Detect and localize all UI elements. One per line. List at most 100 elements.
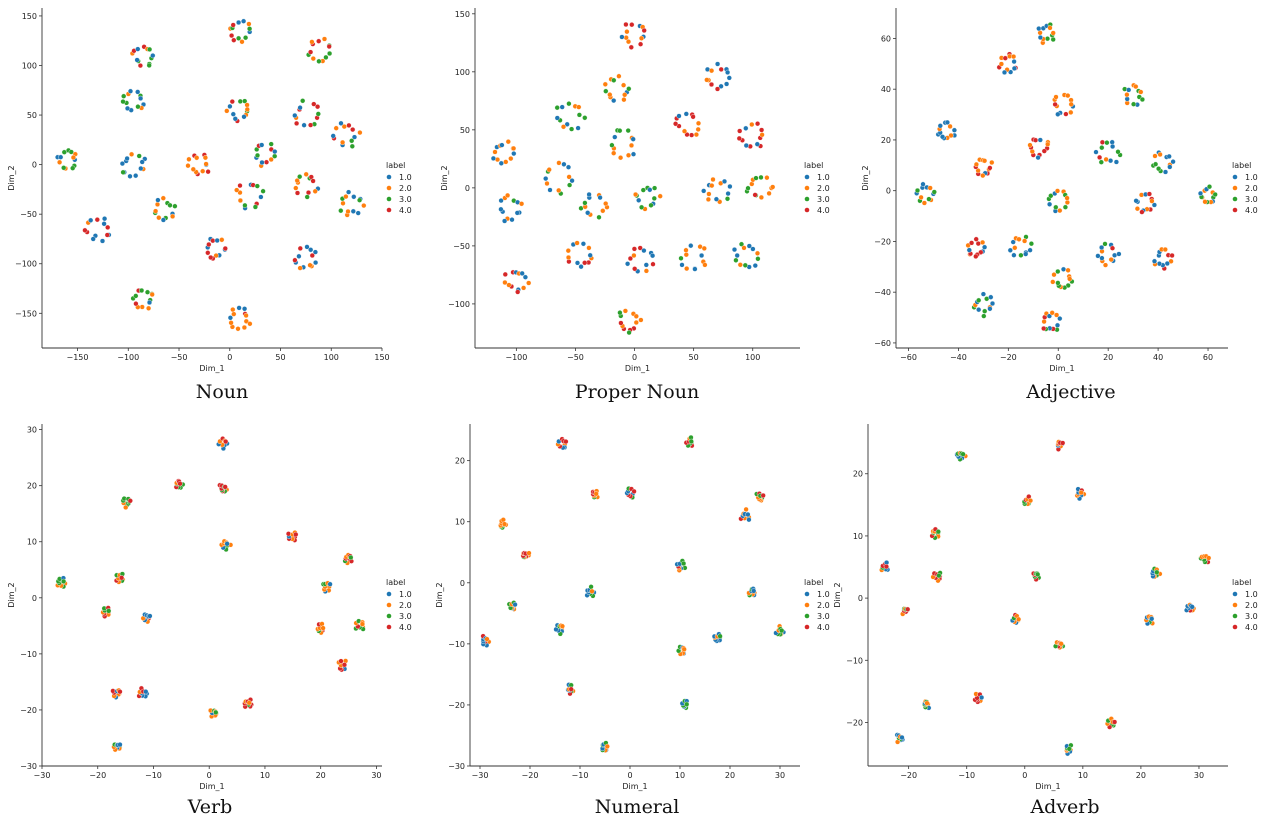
data-point bbox=[976, 307, 982, 313]
data-point bbox=[743, 142, 749, 149]
data-point bbox=[632, 266, 638, 272]
data-point bbox=[227, 103, 233, 110]
data-point bbox=[683, 111, 689, 117]
data-point bbox=[259, 142, 265, 148]
data-point bbox=[692, 266, 698, 272]
data-point bbox=[718, 83, 724, 89]
data-point bbox=[135, 46, 141, 52]
data-point bbox=[603, 88, 609, 94]
data-point bbox=[1068, 101, 1074, 107]
data-point bbox=[1139, 209, 1145, 215]
y-tick-label: −40 bbox=[874, 288, 891, 297]
data-point bbox=[1155, 166, 1162, 172]
data-point bbox=[717, 633, 723, 639]
data-point bbox=[239, 39, 245, 45]
data-point bbox=[585, 210, 591, 216]
data-point bbox=[563, 439, 569, 445]
data-point bbox=[206, 241, 212, 248]
data-point bbox=[603, 201, 609, 207]
x-tick-label: 30 bbox=[1194, 771, 1204, 780]
data-point bbox=[330, 133, 336, 139]
data-point bbox=[593, 491, 599, 497]
data-point bbox=[292, 257, 298, 263]
data-point bbox=[172, 203, 178, 209]
chart-title: Adjective bbox=[1025, 381, 1115, 403]
data-point bbox=[1063, 111, 1069, 117]
y-tick-label: 20 bbox=[881, 136, 891, 145]
y-tick-label: −100 bbox=[15, 260, 37, 269]
legend-title: label bbox=[1232, 161, 1251, 170]
data-point bbox=[633, 319, 639, 326]
legend-entry: 3.0 bbox=[399, 195, 412, 204]
data-point bbox=[522, 274, 529, 280]
data-point bbox=[743, 125, 749, 131]
data-point bbox=[750, 246, 756, 252]
data-point bbox=[308, 49, 314, 55]
data-point bbox=[1011, 65, 1018, 72]
data-point bbox=[1052, 101, 1058, 108]
data-point bbox=[70, 154, 77, 161]
data-point bbox=[219, 237, 225, 243]
data-point bbox=[127, 498, 133, 504]
x-tick-label: −20 bbox=[89, 771, 106, 780]
legend-entry: 3.0 bbox=[1245, 195, 1258, 204]
data-point bbox=[498, 206, 504, 212]
data-point bbox=[146, 62, 152, 69]
data-point bbox=[82, 227, 88, 233]
data-point bbox=[678, 255, 684, 261]
data-point bbox=[490, 155, 497, 162]
data-point bbox=[695, 126, 701, 132]
data-point bbox=[70, 165, 76, 171]
x-tick-label: 20 bbox=[316, 771, 326, 780]
x-tick-label: −60 bbox=[900, 353, 917, 362]
legend-marker bbox=[804, 624, 810, 630]
data-point bbox=[88, 217, 94, 223]
data-point bbox=[236, 19, 242, 26]
data-point bbox=[586, 191, 592, 198]
data-point bbox=[688, 243, 694, 249]
data-point bbox=[681, 646, 687, 652]
x-axis-label: Dim_1 bbox=[625, 364, 650, 373]
y-tick-label: −10 bbox=[20, 650, 37, 659]
data-point bbox=[205, 250, 211, 256]
data-point bbox=[1053, 204, 1059, 210]
data-point bbox=[998, 61, 1005, 67]
data-point bbox=[243, 318, 249, 324]
x-tick-label: 0 bbox=[1056, 353, 1061, 362]
legend-entry: 2.0 bbox=[1245, 184, 1258, 193]
data-point bbox=[736, 135, 742, 142]
data-point bbox=[640, 187, 646, 193]
data-point bbox=[61, 165, 67, 171]
data-point bbox=[742, 262, 748, 268]
data-point bbox=[683, 252, 689, 258]
y-tick-label: 60 bbox=[881, 34, 891, 43]
x-tick-label: −50 bbox=[567, 353, 584, 362]
y-tick-label: 50 bbox=[460, 126, 470, 135]
data-point bbox=[254, 152, 261, 159]
data-point bbox=[1099, 145, 1105, 151]
data-point bbox=[758, 174, 764, 181]
legend-marker bbox=[804, 602, 810, 608]
chart-title: Verb bbox=[187, 796, 232, 818]
data-point bbox=[167, 202, 173, 208]
data-point bbox=[618, 320, 624, 326]
data-point bbox=[292, 112, 298, 119]
legend: label 1.0 2.0 3.0 4.0 bbox=[804, 161, 830, 215]
data-point bbox=[582, 115, 588, 121]
data-point bbox=[246, 700, 252, 706]
data-point bbox=[222, 245, 228, 252]
data-point bbox=[1095, 253, 1101, 259]
data-point bbox=[582, 200, 588, 206]
legend: label 1.0 2.0 3.0 4.0 bbox=[386, 578, 412, 632]
data-point bbox=[626, 86, 632, 92]
data-point bbox=[138, 95, 144, 102]
data-point bbox=[234, 187, 240, 193]
data-point bbox=[237, 183, 243, 189]
data-point bbox=[1154, 569, 1160, 575]
data-point bbox=[701, 245, 707, 252]
y-tick-label: −20 bbox=[874, 237, 891, 246]
data-point bbox=[1018, 252, 1024, 258]
data-point bbox=[247, 26, 253, 32]
x-tick-label: 50 bbox=[689, 353, 699, 362]
data-point bbox=[297, 265, 303, 271]
